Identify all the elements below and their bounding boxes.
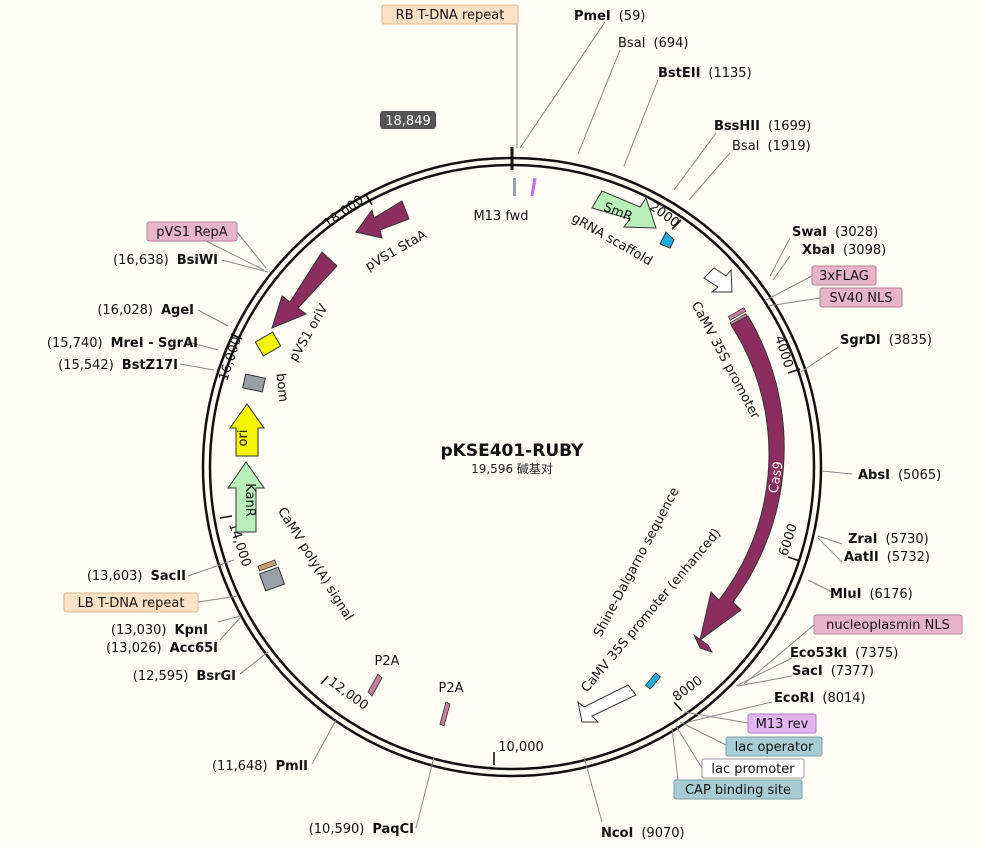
feature-pvs1-staa-arrow <box>355 200 410 239</box>
camv-polya-mark-2 <box>258 566 286 592</box>
badge-rb-tdna-repeat: RB T-DNA repeat <box>381 4 519 25</box>
svg-text:RB T-DNA repeat: RB T-DNA repeat <box>396 8 505 23</box>
camv-35s-promoter-arrow <box>703 267 733 293</box>
feature-pvs1-oriv-arrow <box>271 251 338 329</box>
svg-text:SV40 NLS: SV40 NLS <box>829 291 892 306</box>
tick-6000: 6000 <box>776 522 800 558</box>
tick-8000: 8000 <box>670 673 706 705</box>
badge-3xflag: 3xFLAG <box>811 265 877 286</box>
site-bsiwi: (16,638) BsiWI <box>113 253 218 268</box>
plasmid-size: 19,596 碱基对 <box>471 462 553 476</box>
site-mlui: MluI (6176) <box>830 587 913 602</box>
feature-m13-fwd: M13 fwd <box>473 209 528 224</box>
site-leaders <box>179 20 853 829</box>
site-zrai: ZraI (5730) <box>848 532 929 547</box>
site-eco53ki: Eco53kI (7375) <box>790 646 898 661</box>
site-saci: SacI (7377) <box>792 664 874 679</box>
badge-m13-rev: M13 rev <box>747 713 817 734</box>
site-paqci: (10,590) PaqCI <box>309 822 414 837</box>
site-bsai-694: BsaI (694) <box>618 36 688 51</box>
feature-ori: ori <box>229 403 265 457</box>
scale-ticks <box>219 194 801 765</box>
svg-text:pVS1 RepA: pVS1 RepA <box>156 225 227 240</box>
tick-12000: 12,000 <box>325 675 371 714</box>
site-ncoi: NcoI (9070) <box>601 826 685 841</box>
m13-fwd-primer <box>513 178 516 196</box>
tick-10000: 10,000 <box>498 740 544 755</box>
svg-text:LB T-DNA repeat: LB T-DNA repeat <box>78 596 185 611</box>
m13-fwd-primer-mark <box>530 177 537 197</box>
site-bsrgi: (12,595) BsrGI <box>133 669 236 684</box>
bom-mark <box>242 373 266 393</box>
site-agei: (16,028) AgeI <box>97 303 194 318</box>
badge-pvs1-repa: pVS1 RepA <box>146 221 238 242</box>
badge-lb-tdna-repeat: LB T-DNA repeat <box>63 592 199 613</box>
site-bstz17i: (15,542) BstZ17I <box>58 358 178 373</box>
svg-text:KanR: KanR <box>242 483 257 517</box>
feature-p2a-2: P2A <box>438 681 464 727</box>
site-xbai: XbaI (3098) <box>802 243 886 258</box>
site-labels: PmeI (59) BsaI (694) BstEII (1135) BssHII (1… <box>47 9 941 841</box>
nucleoplasmin-nls-mark <box>693 633 713 653</box>
badge-lac-operator: lac operator <box>725 736 823 757</box>
pvs1-oriv-box <box>254 331 282 357</box>
site-absi: AbsI (5065) <box>858 468 941 483</box>
feature-camv-35s-enhanced: CaMV 35S promoter (enhanced) <box>578 526 724 696</box>
badge-lac-promoter: lac promoter <box>701 758 805 779</box>
feature-p2a-1: P2A <box>367 654 400 697</box>
3xflag-mark <box>727 307 747 321</box>
feature-cas9-arrow <box>699 315 785 642</box>
svg-text:M13 rev: M13 rev <box>756 717 809 732</box>
site-acc65i: (13,026) Acc65I <box>106 641 218 656</box>
plasmid-name: pKSE401-RUBY <box>441 441 585 461</box>
feature-bom: bom <box>273 372 291 402</box>
tick-4000: 4000 <box>771 334 795 370</box>
svg-text:lac promoter: lac promoter <box>711 762 795 777</box>
site-bsteii: BstEII (1135) <box>658 66 752 81</box>
lac-operator-mark <box>644 672 662 690</box>
grna-scaffold-arrow <box>659 231 675 249</box>
badge-cap-binding-site: CAP binding site <box>673 779 803 800</box>
origin-marker: 18,849 <box>380 111 436 129</box>
site-aatii: AatII (5732) <box>844 550 930 565</box>
badge-leaders <box>197 231 821 781</box>
site-swai: SwaI (3028) <box>792 225 878 240</box>
svg-text:3xFLAG: 3xFLAG <box>819 269 869 284</box>
site-mrei-sgrai: (15,740) MreI - SgrAI <box>47 336 198 351</box>
site-sacii: (13,603) SacII <box>87 569 186 584</box>
site-bsshii: BssHII (1699) <box>714 119 811 134</box>
camv-35s-enhanced-arrow <box>577 684 637 723</box>
origin-marker-label: 18,849 <box>385 114 431 129</box>
svg-text:CAP binding site: CAP binding site <box>685 783 791 798</box>
svg-text:P2A: P2A <box>374 654 399 669</box>
svg-text:ori: ori <box>236 430 251 447</box>
badge-sv40-nls: SV40 NLS <box>819 287 903 308</box>
svg-text:P2A: P2A <box>438 681 463 696</box>
feature-cas9: Cas9 <box>766 460 786 494</box>
site-bsai-1919: BsaI (1919) <box>732 139 811 154</box>
site-sgrdi: SgrDI (3835) <box>840 333 932 348</box>
badge-nucleoplasmin-nls: nucleoplasmin NLS <box>813 614 963 635</box>
feature-badges: RB T-DNA repeat 3xFLAG SV40 NLS nucleopl… <box>63 4 963 800</box>
site-kpni: (13,030) KpnI <box>111 623 208 638</box>
feature-camv-polya-signal: CaMV poly(A) signal <box>274 505 356 624</box>
site-ecori: EcoRI (8014) <box>774 691 866 706</box>
camv-polya-mark-1 <box>257 559 277 572</box>
tick-16000: 16,000 <box>217 335 245 383</box>
svg-text:lac operator: lac operator <box>735 740 814 755</box>
svg-text:nucleoplasmin NLS: nucleoplasmin NLS <box>826 618 950 633</box>
feature-kanr: KanR <box>227 461 265 533</box>
site-pmli: (11,648) PmlI <box>212 759 308 774</box>
site-pmei: PmeI (59) <box>574 9 645 24</box>
